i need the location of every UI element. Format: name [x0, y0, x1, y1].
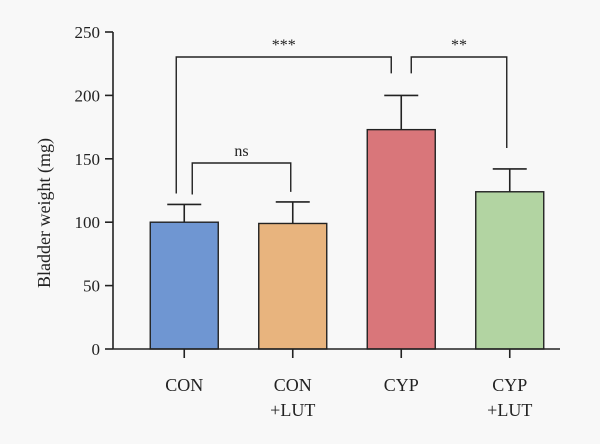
x-tick-label: CYP: [384, 375, 419, 395]
y-axis-title: Bladder weight (mg): [34, 138, 55, 288]
y-tick-label: 200: [75, 86, 101, 105]
significance-label: ***: [272, 37, 296, 54]
bar: [258, 222, 328, 350]
y-tick-label: 50: [83, 277, 100, 296]
bar: [149, 221, 219, 350]
y-tick-label: 250: [75, 23, 101, 42]
x-tick-label: CYP +LUT: [487, 375, 532, 420]
significance-bracket: [175, 56, 392, 194]
significance-bracket: [410, 56, 508, 148]
bar: [366, 128, 436, 350]
x-tick-label: CON: [165, 375, 203, 395]
y-tick-label: 100: [75, 213, 101, 232]
significance-bracket: [191, 162, 292, 195]
x-tick-label: CON +LUT: [270, 375, 315, 420]
significance-label: **: [451, 37, 467, 54]
y-tick-label: 0: [92, 340, 101, 359]
significance-label: ns: [234, 143, 248, 160]
bar: [475, 191, 545, 350]
y-tick-label: 150: [75, 150, 101, 169]
